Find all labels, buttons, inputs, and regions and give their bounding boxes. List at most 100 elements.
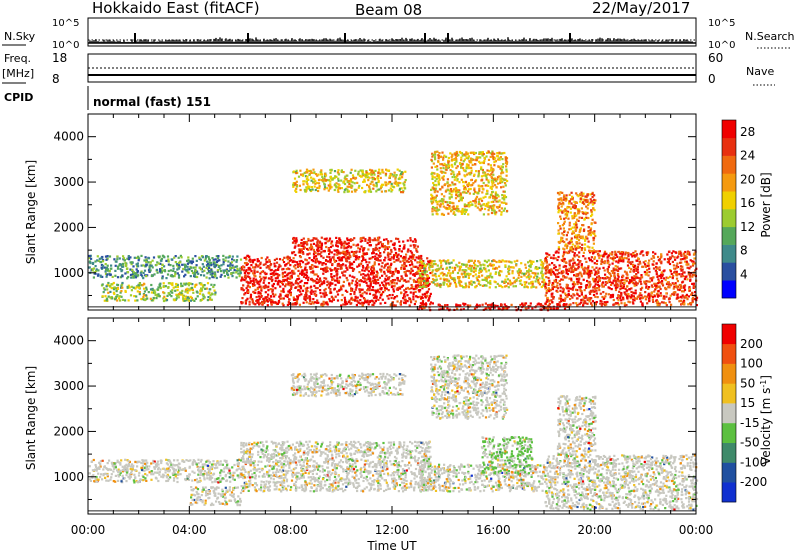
nave-tick-top: 60 xyxy=(708,51,723,65)
data-cell xyxy=(109,255,111,257)
data-cell xyxy=(480,264,482,266)
data-cell xyxy=(236,255,238,257)
data-cell xyxy=(140,255,142,257)
data-cell xyxy=(311,289,313,291)
data-cell xyxy=(303,276,305,278)
data-cell xyxy=(202,286,204,288)
data-cell xyxy=(266,286,268,288)
data-cell xyxy=(384,287,386,289)
data-cell xyxy=(611,253,613,255)
data-cell xyxy=(95,265,97,267)
data-cell xyxy=(171,292,173,294)
data-cell xyxy=(139,293,141,295)
data-cell xyxy=(265,263,267,265)
data-cell xyxy=(589,300,591,302)
data-cell xyxy=(600,263,602,265)
data-cell xyxy=(198,257,200,259)
data-cell xyxy=(687,303,689,305)
data-cell xyxy=(370,285,372,287)
data-cell xyxy=(150,298,152,300)
data-cell xyxy=(297,285,299,287)
data-cell xyxy=(360,240,362,242)
data-cell xyxy=(178,274,180,276)
data-cell xyxy=(134,300,136,302)
data-cell xyxy=(367,266,369,268)
data-cell xyxy=(259,272,261,274)
data-cell xyxy=(297,289,299,291)
data-cell xyxy=(558,272,560,274)
data-cell xyxy=(504,208,506,210)
data-cell xyxy=(216,277,218,279)
data-cell xyxy=(241,297,243,299)
data-cell xyxy=(594,285,596,287)
data-cell xyxy=(603,253,605,255)
data-cell xyxy=(626,257,628,259)
data-cell xyxy=(331,263,333,265)
data-cell xyxy=(343,242,345,244)
data-cell xyxy=(413,266,415,268)
data-cell xyxy=(202,256,204,258)
data-cell xyxy=(618,276,620,278)
data-cell xyxy=(338,263,340,265)
data-cell xyxy=(565,265,567,267)
data-cell xyxy=(331,240,333,242)
data-cell xyxy=(525,267,527,269)
data-cell xyxy=(492,191,494,193)
data-cell xyxy=(561,272,563,274)
data-cell xyxy=(100,276,102,278)
data-cell xyxy=(501,281,503,283)
data-cell xyxy=(555,276,557,278)
data-cell xyxy=(350,302,352,304)
data-cell xyxy=(673,264,675,266)
data-cell xyxy=(323,280,325,282)
data-cell xyxy=(442,282,444,284)
data-cell xyxy=(130,294,132,296)
data-cell xyxy=(548,272,550,274)
data-cell xyxy=(635,290,637,292)
data-cell xyxy=(290,272,292,274)
data-cell xyxy=(560,299,562,301)
data-cell xyxy=(172,265,174,267)
data-cell xyxy=(602,255,604,257)
data-cell xyxy=(208,256,210,258)
data-cell xyxy=(203,266,205,268)
data-cell xyxy=(267,304,269,306)
data-cell xyxy=(483,267,485,269)
data-cell xyxy=(175,255,177,257)
data-cell xyxy=(546,256,548,258)
data-cell xyxy=(144,290,146,292)
data-cell xyxy=(344,254,346,256)
data-cell xyxy=(211,293,213,295)
data-cell xyxy=(272,293,274,295)
freq-tick-bottom: 8 xyxy=(52,72,60,86)
data-cell xyxy=(430,293,432,295)
data-cell xyxy=(429,303,431,305)
data-cell xyxy=(334,261,336,263)
data-cell xyxy=(208,267,210,269)
data-cell xyxy=(173,268,175,270)
data-cell xyxy=(246,281,248,283)
data-cell xyxy=(247,255,249,257)
data-cell xyxy=(515,285,517,287)
data-cell xyxy=(490,206,492,208)
data-cell xyxy=(501,304,503,306)
data-cell xyxy=(196,260,198,262)
data-cell xyxy=(648,300,650,302)
data-cell xyxy=(420,280,422,282)
data-cell xyxy=(294,298,296,300)
data-cell xyxy=(218,259,220,261)
data-cell xyxy=(477,279,479,281)
data-cell xyxy=(473,267,475,269)
data-cell xyxy=(282,259,284,261)
data-cell xyxy=(584,267,586,269)
data-cell xyxy=(320,280,322,282)
data-cell xyxy=(546,262,548,264)
data-cell xyxy=(538,282,540,284)
data-cell xyxy=(617,273,619,275)
data-cell xyxy=(486,193,488,195)
data-cell xyxy=(665,296,667,298)
data-cell xyxy=(467,213,469,215)
data-cell xyxy=(320,296,322,298)
data-cell xyxy=(192,267,194,269)
data-cell xyxy=(200,300,202,302)
